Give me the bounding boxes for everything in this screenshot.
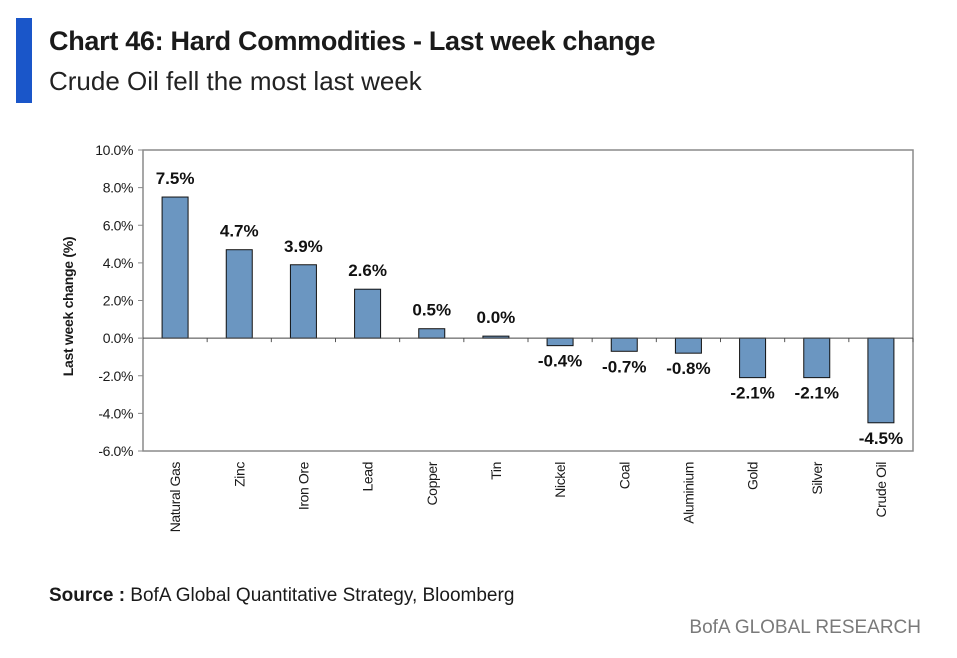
x-category-label: Natural Gas: [167, 462, 183, 533]
bar-aluminium: [674, 337, 702, 354]
data-label: 4.7%: [220, 222, 259, 241]
bar-iron-ore: [289, 264, 317, 339]
bar-copper: [418, 328, 446, 339]
y-tick-label: 6.0%: [103, 217, 133, 233]
x-category-label: Iron Ore: [295, 461, 311, 510]
y-tick-label: 8.0%: [103, 180, 133, 196]
x-category-label: Gold: [745, 462, 761, 490]
data-label: -2.1%: [795, 384, 839, 403]
data-label: 3.9%: [284, 237, 323, 256]
y-tick-label: -4.0%: [98, 405, 133, 421]
x-category-label: Aluminium: [680, 462, 696, 524]
source-text: BofA Global Quantitative Strategy, Bloom…: [125, 585, 515, 606]
data-label: -2.1%: [730, 384, 774, 403]
x-category-label: Zinc: [231, 462, 247, 487]
bar-coal: [610, 337, 638, 352]
source-note: Source : BofA Global Quantitative Strate…: [49, 585, 514, 607]
data-label: -0.8%: [666, 359, 710, 378]
accent-bar: [16, 18, 32, 103]
y-tick-label: 10.0%: [95, 142, 133, 158]
plot-frame: [142, 149, 914, 452]
x-category-label: Tin: [488, 462, 504, 480]
source-label: Source :: [49, 585, 126, 606]
bar-gold: [739, 337, 767, 379]
y-tick-label: 4.0%: [103, 255, 133, 271]
x-category-label: Silver: [809, 461, 825, 494]
data-label: 7.5%: [156, 169, 195, 188]
brand-label: BofA GLOBAL RESEARCH: [689, 617, 921, 638]
x-category-label: Crude Oil: [873, 462, 889, 518]
data-label: -4.5%: [859, 429, 903, 448]
bar-zinc: [225, 249, 253, 339]
data-label: -0.7%: [602, 357, 646, 376]
bar-crude-oil: [867, 337, 895, 424]
bar-silver: [803, 337, 831, 379]
bar-lead: [354, 288, 382, 339]
data-label: -0.4%: [538, 352, 582, 371]
x-category-label: Lead: [360, 462, 376, 492]
bar-natural-gas: [161, 196, 189, 339]
y-tick-label: 0.0%: [103, 330, 133, 346]
chart-subtitle: Crude Oil fell the most last week: [49, 66, 422, 96]
y-tick-label: -2.0%: [98, 368, 133, 384]
x-category-label: Nickel: [552, 462, 568, 498]
y-tick-label: -6.0%: [98, 443, 133, 459]
data-label: 0.5%: [412, 301, 451, 320]
chart-title: Chart 46: Hard Commodities - Last week c…: [49, 26, 656, 56]
data-label: 0.0%: [477, 308, 516, 327]
x-category-label: Coal: [616, 462, 632, 489]
y-tick-label: 2.0%: [103, 293, 133, 309]
y-axis-title: Last week change (%): [60, 237, 76, 377]
data-label: 2.6%: [348, 261, 387, 280]
bar-nickel: [546, 337, 574, 347]
x-category-label: Copper: [424, 461, 440, 505]
